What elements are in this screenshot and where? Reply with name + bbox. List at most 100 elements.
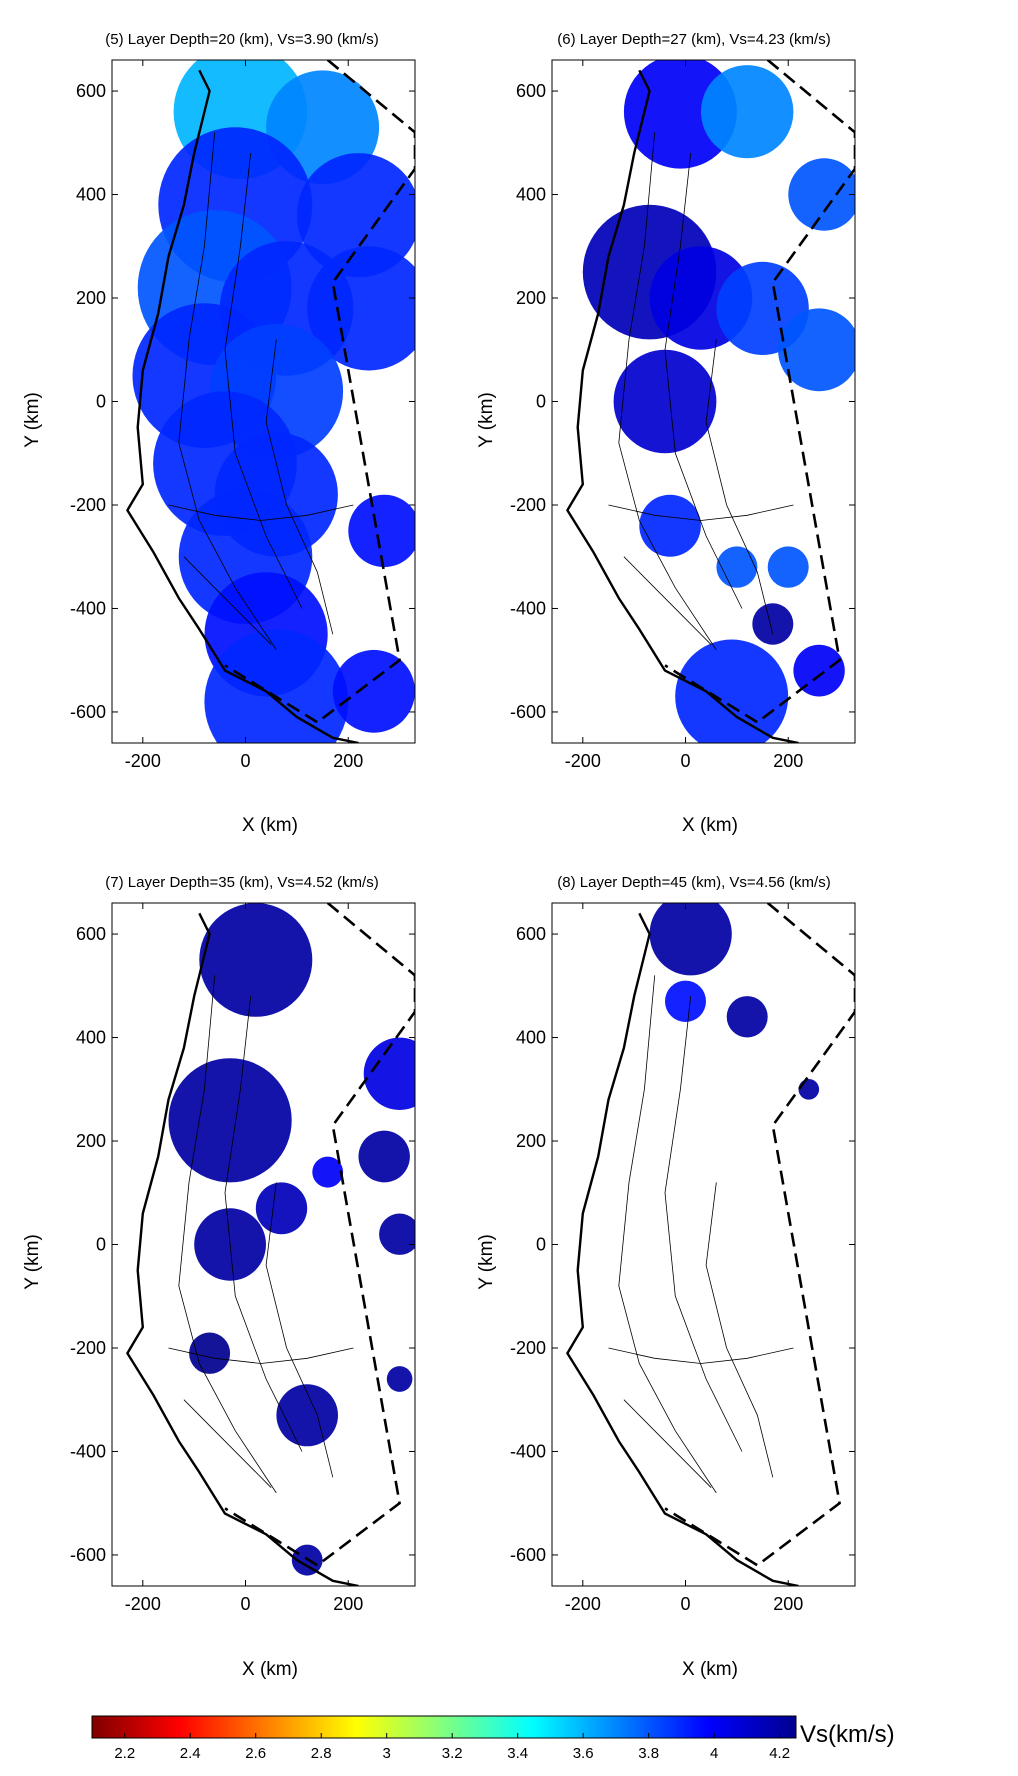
- x-axis-label: X (km): [682, 1659, 738, 1680]
- velocity-anomaly: [348, 494, 415, 568]
- y-tick-label: 0: [96, 392, 106, 412]
- y-tick-label: 200: [516, 1131, 546, 1151]
- fault-trace: [705, 339, 774, 635]
- x-tick-label: 200: [333, 751, 363, 771]
- velocity-field: [566, 60, 855, 743]
- y-tick-label: -600: [510, 1545, 546, 1565]
- panel-title: (8) Layer Depth=45 (km), Vs=4.56 (km/s): [557, 874, 830, 891]
- y-tick-label: 400: [76, 1028, 106, 1048]
- x-tick-label: 200: [773, 751, 803, 771]
- velocity-anomaly: [307, 246, 415, 371]
- velocity-anomaly: [793, 644, 845, 697]
- y-tick-label: 200: [76, 1131, 106, 1151]
- panel-depth-20: (5) Layer Depth=20 (km), Vs=3.90 (km/s) …: [22, 31, 416, 836]
- y-axis-label: Y (km): [22, 392, 43, 448]
- plot-area: -200 0 200 600 400 200 0 -200 -400 -600: [70, 59, 416, 771]
- x-tick-label: 200: [333, 1594, 363, 1614]
- x-tick-label: 200: [773, 1594, 803, 1614]
- coastline: [126, 912, 359, 1586]
- panel-title: (6) Layer Depth=27 (km), Vs=4.23 (km/s): [557, 31, 830, 48]
- colorbar: 2.2 2.4 2.6 2.8 3 3.2 3.4 3.6 3.8 4 4.2 Vs(km/s): [91, 1715, 895, 1762]
- y-axis-label: Y (km): [22, 1234, 43, 1290]
- x-axis-label: X (km): [242, 1659, 298, 1680]
- velocity-anomaly: [204, 629, 349, 743]
- plot-area: -200 0 200 600 400 200 0 -200 -400 -600: [510, 902, 856, 1614]
- velocity-anomaly: [613, 349, 717, 454]
- velocity-field: [126, 903, 415, 1586]
- x-tick-label: -200: [125, 751, 161, 771]
- velocity-field: [566, 903, 855, 1586]
- y-tick-label: 200: [76, 288, 106, 308]
- velocity-anomaly: [767, 546, 809, 588]
- fault-trace: [183, 556, 272, 645]
- y-tick-label: -600: [70, 1545, 106, 1565]
- velocity-anomaly: [363, 1037, 415, 1110]
- y-tick-label: -400: [510, 598, 546, 618]
- velocity-anomaly: [386, 1366, 413, 1392]
- fault-trace: [224, 996, 303, 1452]
- coastline: [566, 912, 799, 1586]
- colorbar-tick-label: 2.8: [311, 1745, 332, 1762]
- y-tick-label: -600: [510, 702, 546, 722]
- velocity-anomaly: [379, 1213, 415, 1255]
- x-tick-label: -200: [565, 1594, 601, 1614]
- colorbar-tick-label: 4.2: [769, 1745, 790, 1762]
- colorbar-tick-label: 3.4: [507, 1745, 528, 1762]
- y-tick-label: -200: [70, 495, 106, 515]
- fault-trace: [664, 996, 743, 1452]
- colorbar-tick-label: 2.4: [180, 1745, 201, 1762]
- y-tick-label: 0: [96, 1235, 106, 1255]
- velocity-anomaly: [675, 639, 789, 743]
- y-tick-label: -200: [510, 1338, 546, 1358]
- velocity-anomaly: [665, 980, 706, 1022]
- velocity-anomaly: [332, 649, 415, 733]
- panel-depth-27: (6) Layer Depth=27 (km), Vs=4.23 (km/s) …: [476, 31, 856, 836]
- panel-title: (5) Layer Depth=20 (km), Vs=3.90 (km/s): [105, 31, 378, 48]
- fault-trace: [618, 132, 717, 651]
- colorbar-tick-label: 3.8: [638, 1745, 659, 1762]
- velocity-anomaly: [312, 1156, 344, 1188]
- fault-trace: [623, 556, 712, 645]
- fault-trace: [265, 1182, 334, 1478]
- y-tick-label: 600: [516, 924, 546, 944]
- y-tick-label: -400: [510, 1441, 546, 1461]
- panel-depth-45: (8) Layer Depth=45 (km), Vs=4.56 (km/s) …: [476, 874, 856, 1680]
- x-tick-label: -200: [565, 751, 601, 771]
- y-tick-label: 400: [516, 185, 546, 205]
- y-tick-label: 400: [76, 185, 106, 205]
- x-tick-label: 0: [681, 751, 691, 771]
- fault-trace: [265, 339, 334, 635]
- velocity-anomaly: [255, 1182, 308, 1235]
- y-tick-label: 600: [76, 924, 106, 944]
- fault-trace: [168, 1347, 354, 1364]
- fault-trace: [618, 975, 717, 1494]
- x-tick-label: 0: [241, 1594, 251, 1614]
- y-tick-label: -400: [70, 1441, 106, 1461]
- fault-trace: [183, 1399, 272, 1488]
- velocity-anomaly: [798, 1079, 820, 1100]
- fault-trace: [608, 1347, 794, 1364]
- colorbar-tick-label: 3.6: [573, 1745, 594, 1762]
- y-axis-label: Y (km): [476, 1234, 497, 1290]
- colorbar-tick-label: 4: [710, 1745, 718, 1762]
- fault-trace: [224, 153, 303, 609]
- colorbar-tick-label: 3.2: [442, 1745, 463, 1762]
- velocity-anomaly: [716, 546, 758, 588]
- x-axis-label: X (km): [242, 815, 298, 836]
- fault-trace: [178, 975, 277, 1494]
- velocity-anomaly: [189, 1332, 231, 1374]
- colorbar-label: Vs(km/s): [800, 1721, 895, 1748]
- y-tick-label: 400: [516, 1028, 546, 1048]
- x-tick-label: 0: [241, 751, 251, 771]
- colorbar-tick-label: 3: [383, 1745, 391, 1762]
- y-tick-label: -200: [510, 495, 546, 515]
- fault-trace: [608, 504, 794, 521]
- colorbar-gradient: [91, 1715, 797, 1739]
- fault-trace: [623, 1399, 712, 1488]
- fault-trace: [168, 504, 354, 521]
- coastline: [126, 69, 359, 743]
- velocity-field: [126, 60, 415, 743]
- plot-area: -200 0 200 600 400 200 0 -200 -400 -600: [510, 59, 856, 771]
- velocity-anomaly: [649, 903, 732, 976]
